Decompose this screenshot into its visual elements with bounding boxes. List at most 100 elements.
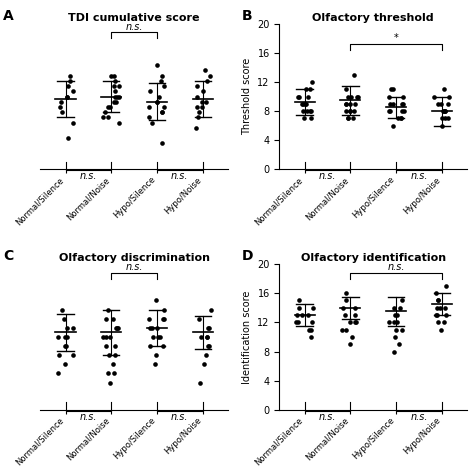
Point (159, 315, 167, 322)
Point (66, 77, 73, 85)
Point (146, 88, 154, 95)
Point (194, 93, 201, 100)
Point (157, 77, 164, 85)
Point (69, 119, 76, 127)
Point (442, 107, 449, 115)
Point (346, 107, 354, 115)
Point (64, 324, 71, 332)
Point (397, 115, 405, 122)
Point (391, 333, 399, 341)
Point (298, 311, 305, 319)
Point (385, 107, 393, 115)
Point (437, 100, 445, 108)
Point (110, 72, 118, 80)
Point (158, 109, 166, 116)
Point (148, 119, 155, 127)
Point (63, 333, 71, 341)
Point (62, 361, 69, 368)
Point (294, 319, 301, 326)
Point (351, 100, 359, 108)
Point (346, 319, 354, 326)
Title: Olfactory discrimination: Olfactory discrimination (59, 253, 210, 263)
Point (398, 297, 406, 304)
Point (350, 107, 358, 115)
Point (391, 304, 398, 311)
Point (54, 370, 62, 377)
Point (343, 290, 350, 297)
Point (351, 319, 359, 326)
Point (441, 85, 448, 93)
Point (339, 304, 346, 311)
Point (55, 351, 63, 359)
Point (393, 319, 401, 326)
Point (395, 340, 402, 348)
Point (338, 326, 346, 334)
Point (392, 326, 400, 334)
Point (155, 93, 163, 100)
Point (436, 304, 444, 311)
Point (354, 93, 362, 100)
Point (55, 333, 62, 341)
Point (201, 361, 208, 368)
Point (109, 315, 117, 322)
Point (309, 304, 317, 311)
Point (114, 324, 122, 332)
Point (107, 379, 114, 386)
Point (160, 315, 168, 322)
Point (305, 326, 313, 334)
Point (393, 311, 401, 319)
Point (59, 109, 66, 116)
Point (307, 107, 314, 115)
Point (442, 311, 449, 319)
Point (153, 62, 161, 69)
Point (106, 333, 114, 341)
Point (399, 93, 407, 100)
Point (146, 342, 154, 350)
Point (114, 93, 121, 100)
Point (302, 85, 310, 93)
Point (61, 333, 69, 341)
Point (432, 311, 439, 319)
Point (438, 122, 446, 129)
Point (445, 100, 452, 108)
Point (301, 100, 309, 108)
Point (100, 333, 107, 341)
Point (112, 324, 120, 332)
Title: Olfactory threshold: Olfactory threshold (312, 13, 434, 23)
Point (389, 85, 397, 93)
Point (148, 324, 156, 332)
Point (346, 340, 354, 348)
Point (303, 107, 310, 115)
Point (203, 77, 211, 85)
Point (346, 100, 354, 108)
Point (434, 319, 442, 326)
Point (438, 115, 446, 122)
Point (434, 100, 442, 108)
Point (307, 333, 315, 341)
Point (160, 342, 167, 350)
Point (107, 103, 114, 111)
Text: n.s.: n.s. (387, 262, 405, 272)
Point (62, 342, 70, 350)
Point (200, 88, 207, 95)
Point (344, 93, 352, 100)
Point (345, 115, 352, 122)
Point (206, 72, 214, 80)
Point (146, 103, 153, 111)
Point (304, 93, 311, 100)
Point (202, 351, 210, 359)
Point (350, 71, 358, 78)
Point (441, 115, 449, 122)
Point (301, 115, 308, 122)
Y-axis label: Threshold score: Threshold score (242, 58, 252, 135)
Title: TDI cumulative score: TDI cumulative score (68, 13, 200, 23)
Point (114, 324, 121, 332)
Point (151, 361, 159, 368)
Point (57, 98, 64, 106)
Point (351, 311, 359, 319)
Point (443, 282, 450, 290)
Point (394, 115, 402, 122)
Point (398, 100, 405, 108)
Point (100, 114, 107, 121)
Point (399, 100, 407, 108)
